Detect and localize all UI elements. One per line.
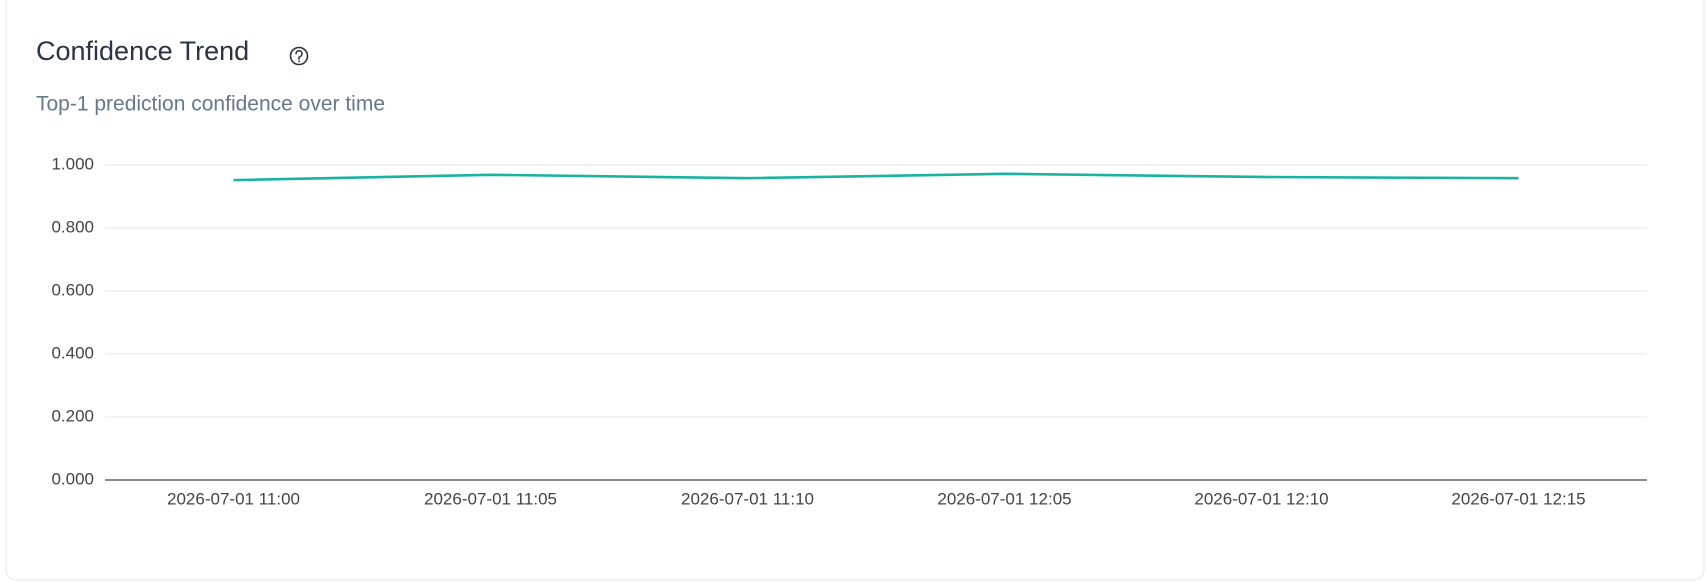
x-tick-label: 2026-07-01 11:00 [167,489,300,508]
x-tick-label: 2026-07-01 12:05 [937,489,1071,508]
chart-title: Confidence Trend [36,36,249,66]
y-tick-label: 0.800 [51,217,94,236]
line-series [233,172,1519,182]
help-icon[interactable] [289,46,309,66]
card [5,0,1705,581]
y-tick-label: 0.000 [51,469,94,488]
x-tick-label: 2026-07-01 11:05 [424,489,557,508]
y-tick-label: 1.000 [51,154,94,173]
chart-subtitle: Top-1 prediction confidence over time [36,93,385,116]
y-tick-label: 0.200 [51,406,94,425]
x-tick-label: 2026-07-01 12:15 [1451,489,1585,508]
x-tick-label: 2026-07-01 12:10 [1194,489,1328,508]
x-tick-label: 2026-07-01 11:10 [681,489,814,508]
y-tick-label: 0.600 [51,280,94,299]
y-tick-label: 0.400 [51,343,94,362]
